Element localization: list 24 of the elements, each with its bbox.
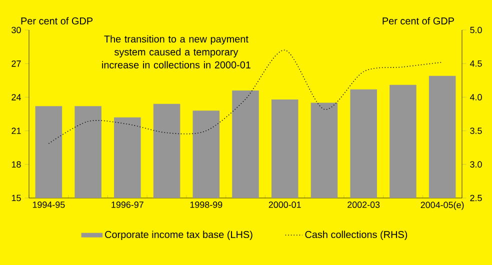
- legend-label: Cash collections (RHS): [305, 230, 408, 240]
- y2-tick-label: 2.5: [470, 194, 482, 202]
- y-tick-label: 24: [12, 94, 21, 100]
- y2-tick-label: 5.0: [470, 26, 482, 34]
- y2-tick-label: 3.0: [470, 161, 482, 168]
- x-tick-label: 1996-97: [112, 202, 144, 208]
- y2-axis-title: Per cent of GDP: [382, 17, 454, 24]
- y-tick-label: 27: [12, 60, 21, 67]
- line-series: [48, 50, 443, 144]
- legend-label: Corporate income tax base (LHS): [105, 230, 252, 240]
- y2-tick-label: 4.5: [470, 60, 482, 67]
- x-tick-label: 2004-05(e): [420, 202, 464, 210]
- y2-tick-label: 4.0: [470, 94, 482, 100]
- y-tick-label: 18: [12, 161, 21, 168]
- y-axis-title: Per cent of GDP: [21, 17, 93, 24]
- y-tick-label: 21: [12, 128, 21, 134]
- y-tick-label: 15: [12, 194, 21, 202]
- annotation: The transition to a new payment system caused a temporary increase in collections in 2000-01: [102, 35, 250, 68]
- x-tick-label: 1994-95: [32, 202, 65, 208]
- x-tick-label: 2000-01: [268, 202, 301, 208]
- x-tick-label: 1998-99: [190, 202, 222, 208]
- y2-tick-label: 3.5: [470, 128, 482, 134]
- y-tick-label: 30: [12, 26, 21, 34]
- x-tick-label: 2002-03: [348, 202, 380, 208]
